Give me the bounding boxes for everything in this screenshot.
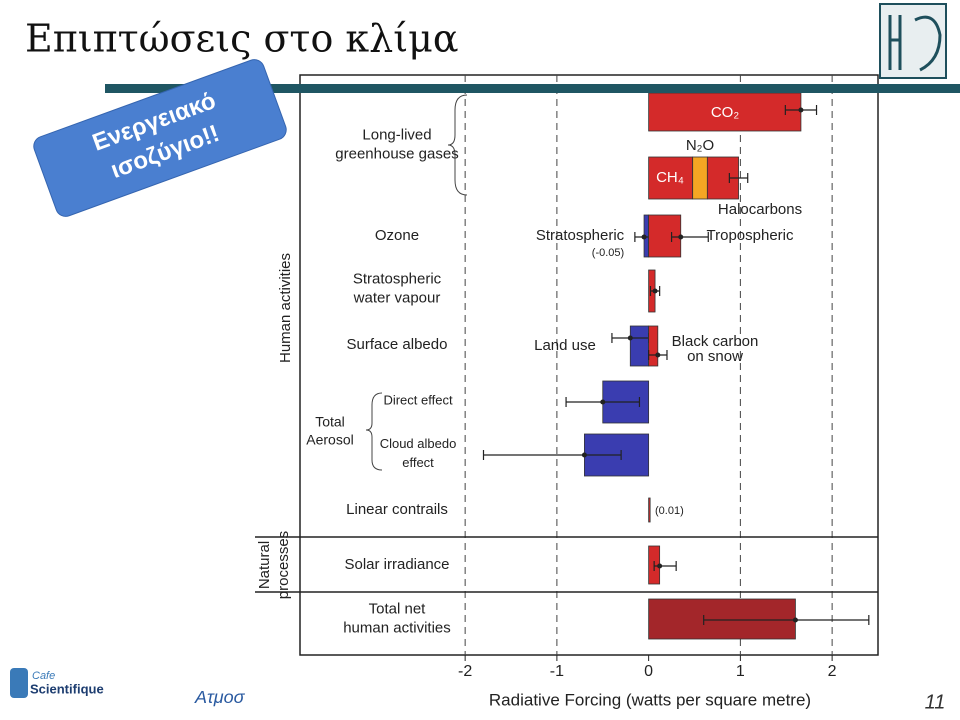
error-point (678, 234, 684, 240)
brace (365, 392, 383, 471)
group-label: Human activities (277, 253, 294, 363)
row-label: Linear contrails (346, 501, 448, 518)
error-bar (482, 450, 622, 460)
bar-label: CO₂ (711, 104, 740, 121)
group-label: Natural (256, 541, 273, 589)
error-point (655, 352, 661, 358)
bar (648, 598, 796, 640)
error-bar (703, 615, 870, 625)
row-label: Solar irradiance (344, 556, 449, 573)
bar-label: Black carbon (672, 333, 759, 350)
error-bar (728, 173, 749, 183)
logo-text: Cafe (32, 670, 55, 682)
row-label: Total net (369, 600, 427, 617)
bar (648, 214, 682, 258)
bar (629, 325, 650, 367)
value-label: (-0.05) (592, 247, 624, 259)
row-label: Cloud albedo (380, 436, 457, 451)
x-tick-label: 2 (828, 663, 837, 680)
row-label: greenhouse gases (335, 145, 458, 162)
bar-label: N₂O (686, 137, 714, 154)
slide-title: Επιπτώσεις στο κλίμα (25, 17, 459, 61)
error-point (641, 234, 647, 240)
error-point (652, 288, 658, 294)
chart: -2 -1 0 1 2 Radiative Forcing (watts per squa… (255, 75, 878, 709)
row-label: Direct effect (383, 392, 453, 407)
error-bar (670, 232, 709, 242)
row-label: Stratospheric (353, 270, 442, 287)
bar (692, 156, 708, 200)
x-tick-label: -1 (550, 663, 564, 680)
bar-label: Stratospheric (536, 227, 625, 244)
x-tick-label: 1 (736, 663, 745, 680)
badge-box (33, 59, 287, 217)
row-label: Long-lived (362, 126, 431, 143)
x-tick-label: -2 (458, 663, 472, 680)
value-label: (0.01) (655, 505, 684, 517)
bar-label: on snow (687, 348, 743, 365)
row-label: water vapour (353, 289, 441, 306)
bar (648, 156, 694, 200)
error-point (792, 617, 798, 623)
bar (648, 325, 659, 367)
logo-cup (10, 668, 28, 698)
logo-figure (888, 15, 942, 72)
brace (447, 94, 468, 196)
row-label: effect (402, 455, 434, 470)
error-point (600, 399, 606, 405)
row-label: Surface albedo (347, 336, 448, 353)
footer-text: Ατμοσ (194, 687, 246, 707)
x-tick-label: 0 (644, 663, 653, 680)
page-number: 11 (925, 691, 946, 713)
bar-label: CH₄ (656, 169, 684, 186)
footer-logo: Cafe Scientifique (10, 668, 104, 698)
error-point (627, 335, 633, 341)
error-point (798, 107, 804, 113)
row-label: human activities (343, 619, 451, 636)
badge: Ενεργειακό ισοζύγιο!! (33, 59, 287, 217)
logo (879, 3, 947, 79)
logo-text: Scientifique (30, 681, 104, 696)
aerosol-label: Aerosol (306, 432, 353, 448)
bar (648, 497, 651, 523)
error-point (657, 563, 663, 569)
error-point (581, 452, 587, 458)
aerosol-label: Total (315, 414, 345, 430)
plot-frame (299, 74, 879, 656)
group-label: processes (275, 531, 292, 599)
bar-label: Halocarbons (718, 201, 802, 218)
bar-label: Tropospheric (707, 227, 794, 244)
x-axis-label: Radiative Forcing (watts per square metr… (489, 690, 811, 709)
row-label: Ozone (375, 227, 419, 244)
header-band (105, 84, 960, 93)
bar-label: Land use (534, 337, 596, 354)
